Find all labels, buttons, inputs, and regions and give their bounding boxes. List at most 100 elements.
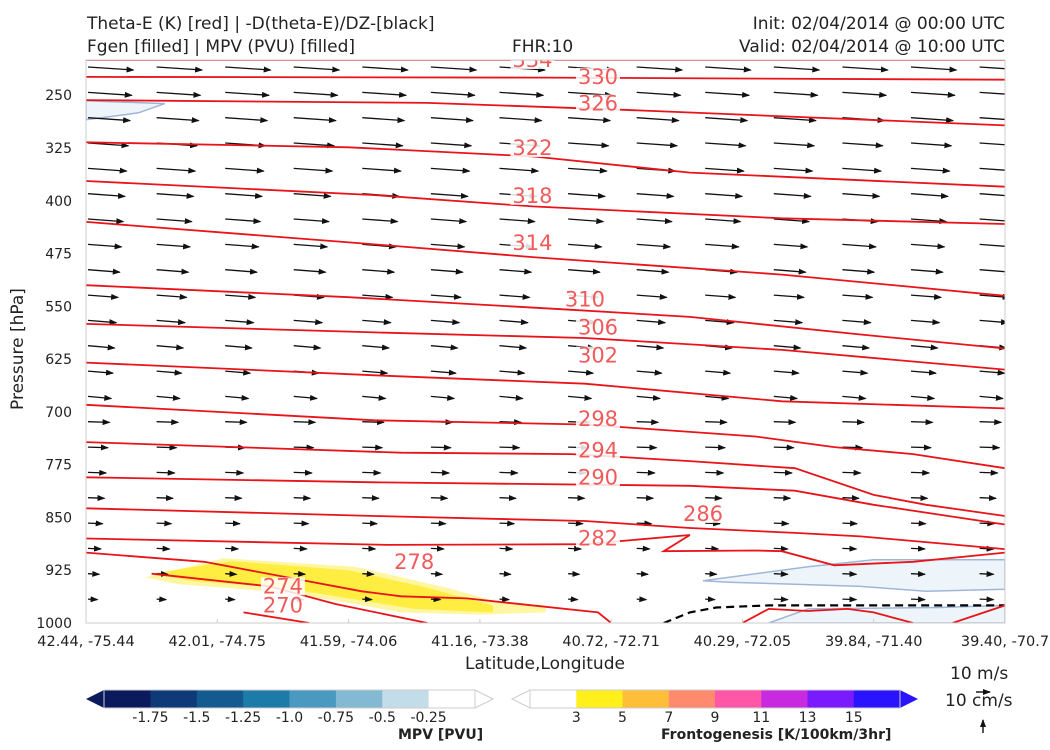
- wind-arrow: [156, 218, 193, 225]
- wind-arrow: [979, 444, 1001, 451]
- wind-arrow: [293, 243, 329, 250]
- wind-arrow: [979, 117, 1005, 121]
- wind-arrow: [362, 596, 373, 603]
- theta-e-label: 294: [578, 439, 618, 463]
- wind-arrow: [636, 192, 675, 199]
- contour-label-bg: [576, 468, 620, 487]
- wind-arrow: [842, 142, 884, 149]
- wind-arrow: [156, 192, 195, 199]
- wind-arrow: [430, 545, 445, 552]
- mpv-colorbar-extend-low: [86, 690, 104, 708]
- wind-arrow: [842, 469, 862, 476]
- wind-arrow: [910, 520, 927, 527]
- theta-e-label: 282: [578, 527, 618, 551]
- ref-vector-horizontal-label: 10 m/s: [950, 664, 1009, 684]
- y-axis-label: Pressure [hPa]: [8, 288, 28, 410]
- fgen-colorbar-swatch: [807, 690, 855, 708]
- wind-arrow: [362, 369, 389, 376]
- wind-arrow: [705, 520, 721, 527]
- y-tick-label: 1000: [36, 616, 72, 632]
- wind-arrow: [225, 344, 253, 351]
- wind-arrow: [499, 218, 536, 225]
- wind-arrow: [87, 394, 113, 401]
- wind-arrow: [705, 117, 749, 124]
- fgen-colorbar-swatch: [668, 690, 716, 708]
- wind-arrow: [430, 444, 452, 451]
- wind-arrow: [979, 394, 1004, 401]
- theta-e-label: 330: [578, 65, 618, 89]
- wind-arrow: [362, 545, 377, 552]
- wind-arrow: [910, 419, 934, 426]
- theta-e-label: 322: [512, 136, 552, 160]
- wind-arrow: [773, 66, 821, 73]
- wind-arrow: [225, 570, 238, 577]
- wind-arrow: [225, 91, 270, 98]
- mpv-tick-label: -1.5: [183, 710, 210, 726]
- wind-arrow: [773, 142, 816, 149]
- x-tick-label: 39.40, -70.7: [961, 634, 1049, 650]
- wind-arrow: [705, 596, 716, 603]
- wind-arrow: [499, 596, 511, 603]
- wind-arrow: [773, 268, 807, 275]
- wind-arrow: [225, 319, 255, 326]
- wind-arrow: [568, 545, 583, 552]
- wind-arrow: [156, 117, 200, 124]
- wind-arrow: [636, 66, 684, 73]
- wind-arrow: [156, 66, 204, 73]
- wind-arrow: [499, 344, 528, 351]
- wind-arrow: [979, 193, 1005, 197]
- wind-arrow: [979, 268, 1005, 275]
- contour-label-bg: [510, 60, 555, 69]
- wind-arrow: [636, 117, 680, 124]
- mpv-tick-label: -0.75: [318, 710, 354, 726]
- wind-arrow: [362, 570, 375, 577]
- fgen-colorbar-label: Frontogenesis [K/100km/3hr]: [661, 727, 892, 743]
- wind-arrow: [293, 319, 324, 326]
- mpv-colorbar-swatch: [243, 690, 290, 708]
- wind-arrow: [156, 419, 180, 426]
- fgen-colorbar-swatch: [576, 690, 624, 708]
- wind-arrow: [293, 570, 307, 577]
- x-axis-label: Latitude,Longitude: [465, 654, 625, 674]
- wind-arrow: [773, 419, 797, 426]
- ref-vector-vertical-label: 10 cm/s: [945, 691, 1013, 711]
- theta-e-contour: [952, 604, 1005, 623]
- wind-arrow: [156, 520, 173, 527]
- wind-arrow: [979, 91, 1005, 95]
- y-tick-label: 700: [45, 405, 72, 421]
- wind-arrow: [87, 570, 101, 577]
- wind-arrow: [636, 444, 658, 451]
- wind-arrow: [568, 117, 612, 124]
- wind-arrow: [773, 218, 811, 225]
- wind-arrow: [979, 469, 999, 476]
- wind-arrow: [362, 319, 392, 326]
- wind-arrow: [568, 268, 601, 275]
- wind-arrow: [979, 142, 1005, 146]
- wind-arrow: [773, 91, 819, 98]
- wind-arrow: [225, 469, 245, 476]
- wind-arrow: [293, 444, 315, 451]
- wind-arrow: [842, 167, 883, 174]
- mpv-contour: [86, 100, 166, 121]
- wind-arrow: [156, 167, 197, 174]
- wind-arrow: [430, 596, 442, 603]
- wind-arrow: [979, 319, 1005, 326]
- wind-arrow: [499, 167, 540, 174]
- contour-label-bg: [510, 186, 555, 205]
- y-tick-label: 925: [45, 563, 72, 579]
- wind-arrow: [225, 545, 240, 552]
- wind-arrow: [842, 293, 874, 300]
- wind-arrow: [910, 596, 926, 603]
- wind-arrow: [705, 66, 752, 73]
- wind-arrow: [156, 319, 186, 326]
- wind-arrow: [293, 419, 317, 426]
- plot-frame: [85, 59, 1006, 624]
- theta-e-label: 326: [578, 92, 618, 116]
- valid-time: Valid: 02/04/2014 @ 10:00 UTC: [739, 37, 1005, 57]
- wind-arrow: [568, 192, 606, 199]
- mpv-colorbar-swatch: [289, 690, 337, 708]
- theta-e-contour: [86, 221, 1005, 297]
- wind-arrow: [499, 369, 526, 376]
- y-tick-label: 550: [45, 299, 72, 315]
- wind-arrow: [293, 192, 332, 199]
